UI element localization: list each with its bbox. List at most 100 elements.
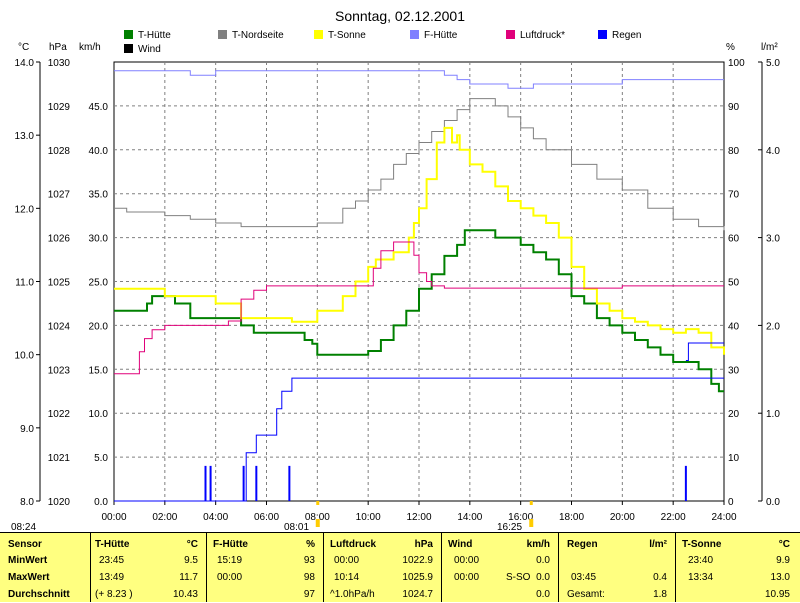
tick-label-humidity: 60 — [728, 234, 740, 245]
series-line-regen — [685, 342, 724, 361]
axis-ticks: 8.09.010.011.012.013.014.010201021102210… — [15, 58, 781, 523]
stats-value: 93 — [303, 555, 315, 566]
tick-label-humidity: 40 — [728, 321, 740, 332]
tick-label-humidity: 20 — [728, 409, 740, 420]
sunset-marker — [529, 519, 534, 527]
tick-label-wind: 15.0 — [89, 365, 109, 376]
legend-label: Regen — [612, 30, 641, 41]
legend-label: T-Hütte — [138, 30, 171, 41]
tick-label-temp: 14.0 — [15, 58, 35, 69]
stats-header: T-Hütte — [95, 539, 130, 550]
stats-value: 1025.9 — [402, 572, 433, 583]
stats-time: 00:00 — [217, 572, 243, 583]
tick-label-wind: 35.0 — [89, 190, 109, 201]
stats-time: 03:45 — [571, 572, 597, 583]
tick-label-temp: 13.0 — [15, 131, 35, 142]
stats-value: 10.95 — [764, 589, 790, 600]
stats-table: Sensor MinWert MaxWert Durchschnitt T-Hü… — [0, 532, 800, 602]
series-line-luftdruck- — [114, 241, 724, 375]
stats-time: 10:14 — [334, 572, 360, 583]
stats-value: 1.8 — [653, 589, 667, 600]
tick-label-temp: 8.0 — [20, 497, 34, 508]
stats-value: 11.7 — [179, 572, 198, 583]
stats-time: 00:00 — [454, 555, 480, 566]
stats-header: Regen — [567, 539, 598, 550]
tick-label-pressure: 1023 — [48, 365, 71, 376]
right-unit-hum: % — [726, 42, 735, 53]
legend-swatch — [124, 44, 133, 53]
tick-label-time: 12:00 — [406, 512, 431, 523]
series-line-wind — [114, 377, 724, 502]
tick-label-humidity: 0 — [728, 497, 734, 508]
tick-label-wind: 40.0 — [89, 146, 109, 157]
tick-label-pressure: 1025 — [48, 278, 71, 289]
tick-label-humidity: 90 — [728, 102, 740, 113]
legend: T-Hütte Wind T-Nordseite T-Sonne F-Hütte Luft… — [124, 30, 641, 55]
stats-time: 23:45 — [99, 555, 125, 566]
tick-label-humidity: 10 — [728, 453, 740, 464]
tick-label-time: 22:00 — [661, 512, 686, 523]
stats-col-f-huette: F-Hütte% 15:19 93 00:00 98 97 — [207, 533, 324, 602]
tick-label-time: 08:00 — [305, 512, 330, 523]
stats-value: 9.9 — [776, 555, 790, 566]
tick-label-rain: 3.0 — [766, 234, 780, 245]
weather-chart: Sonntag, 02.12.2001 T-Hütte Wind T-Nordsei… — [11, 8, 781, 532]
tick-label-time: 18:00 — [559, 512, 584, 523]
stats-header: Wind — [448, 539, 473, 550]
stats-value: 0.0 — [536, 572, 550, 583]
left-unit-temp: °C — [18, 42, 29, 53]
tick-label-time: 06:00 — [254, 512, 279, 523]
sunrise-label: 08:01 — [284, 522, 309, 532]
tick-label-pressure: 1024 — [48, 321, 71, 332]
stats-row-label: MinWert — [8, 555, 48, 566]
chart-title: Sonntag, 02.12.2001 — [335, 8, 465, 24]
tick-label-time: 02:00 — [152, 512, 177, 523]
stats-col-t-huette: T-Hütte °C 23:45 9.5 13:49 11.7 (+ 8.23 ) 10… — [91, 533, 207, 602]
stats-value: 1024.7 — [402, 589, 433, 600]
stats-unit: °C — [186, 539, 198, 550]
tick-label-rain: 2.0 — [766, 321, 780, 332]
tick-label-temp: 12.0 — [15, 204, 35, 215]
stats-col-sensor: Sensor MinWert MaxWert Durchschnitt — [0, 533, 91, 602]
left-unit-press: hPa — [49, 42, 67, 53]
legend-swatch — [506, 30, 515, 39]
stats-value: 0.0 — [536, 589, 550, 600]
time-markers — [315, 501, 534, 527]
stats-unit: °C — [778, 539, 790, 550]
tick-label-time: 20:00 — [610, 512, 635, 523]
stats-col-regen: Regen l/m² 03:45 0.4 Gesamt: 1.8 — [559, 533, 676, 602]
tick-label-pressure: 1020 — [48, 497, 71, 508]
stats-time: 13:34 — [688, 572, 714, 583]
series-line-t-sonne — [114, 126, 725, 355]
now-label: 08:24 — [11, 522, 36, 532]
stats-row-label: Durchschnitt — [8, 589, 70, 600]
stats-row-label: MaxWert — [8, 572, 50, 583]
tick-label-wind: 10.0 — [89, 409, 109, 420]
tick-label-humidity: 80 — [728, 146, 740, 157]
tick-label-temp: 9.0 — [20, 424, 34, 435]
tick-label-pressure: 1029 — [48, 102, 71, 113]
legend-swatch — [314, 30, 323, 39]
tick-label-wind: 30.0 — [89, 234, 109, 245]
tick-label-rain: 4.0 — [766, 146, 780, 157]
stats-unit: % — [306, 539, 315, 550]
tick-label-humidity: 100 — [728, 58, 745, 69]
grid — [114, 62, 724, 501]
legend-label: T-Sonne — [328, 30, 366, 41]
legend-swatch — [218, 30, 227, 39]
stats-direction: S-SO — [506, 572, 531, 583]
tick-label-time: 24:00 — [711, 512, 736, 523]
tick-label-time: 04:00 — [203, 512, 228, 523]
series-line-t-h-tte — [114, 229, 724, 393]
legend-label: Wind — [138, 44, 161, 55]
stats-unit: hPa — [414, 539, 433, 550]
tick-label-time: 10:00 — [356, 512, 381, 523]
stats-time: Gesamt: — [567, 589, 605, 600]
stats-value: 97 — [303, 589, 315, 600]
legend-swatch — [124, 30, 133, 39]
stats-value: 1022.9 — [402, 555, 433, 566]
stats-time: 13:49 — [99, 572, 125, 583]
stats-time: 15:19 — [217, 555, 243, 566]
legend-swatch — [598, 30, 607, 39]
stats-header-sensor: Sensor — [8, 539, 42, 550]
